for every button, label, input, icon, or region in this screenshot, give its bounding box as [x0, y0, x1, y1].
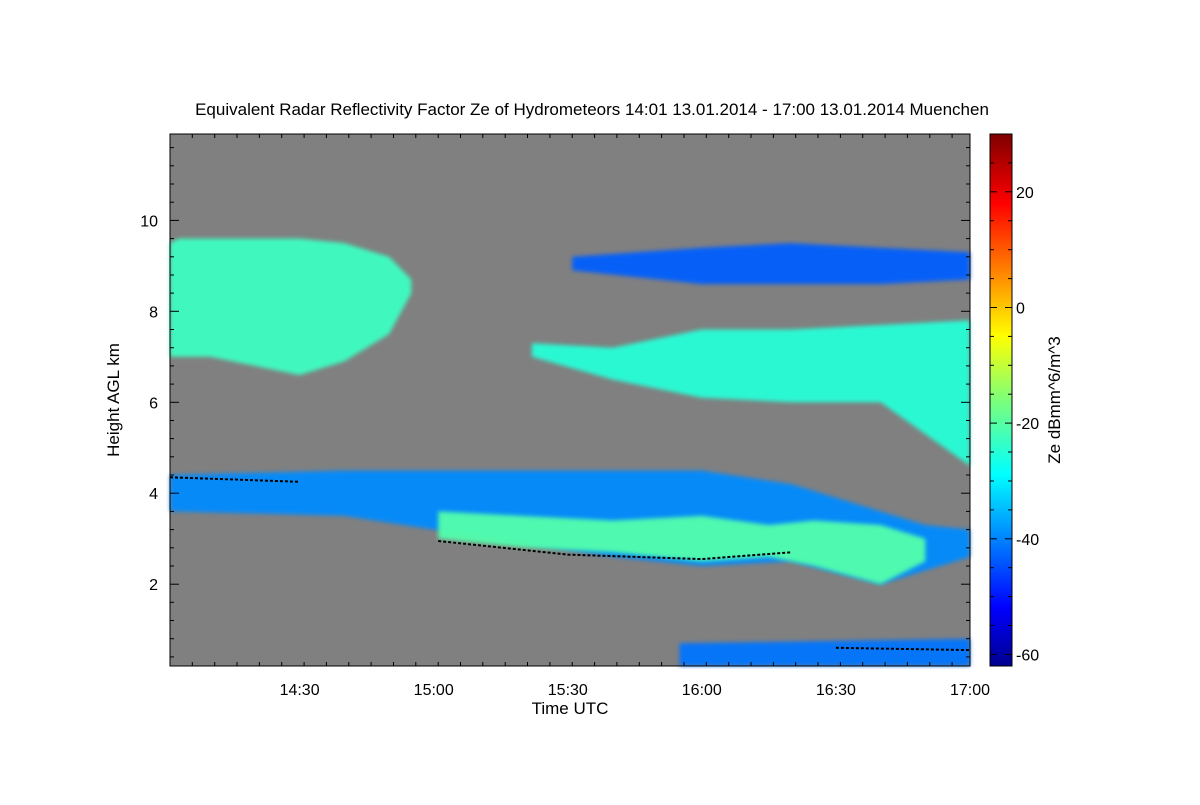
y-axis: 2 4 6 8 10 [140, 147, 970, 658]
echo-layers [170, 238, 970, 666]
x-tick-label: 17:00 [950, 682, 990, 699]
colorbar-tick-label: -60 [1016, 647, 1039, 664]
melting-layer-segment [835, 646, 971, 652]
x-tick-label: 16:00 [682, 682, 722, 699]
colorbar [989, 133, 1013, 667]
colorbar-tick-label: -40 [1016, 532, 1039, 549]
echo-layer-mid-layer-core [438, 511, 926, 585]
colorbar-axis: 20 0 -20 -40 -60 [990, 133, 1039, 664]
melting-layer-trace [169, 476, 971, 652]
melting-layer-segment [169, 476, 300, 483]
echo-layer-high-thin-layer [572, 243, 970, 285]
echo-layer-surface-precipitation [679, 638, 970, 666]
colorbar-tick-label: 0 [1016, 301, 1025, 318]
colorbar-label: Ze dBmm^6/m^3 [1045, 336, 1064, 463]
x-tick-label: 16:30 [816, 682, 856, 699]
x-axis: 14:30 15:00 15:30 16:00 16:30 17:00 [169, 134, 990, 699]
x-tick-label: 15:00 [414, 682, 454, 699]
y-tick-label: 10 [140, 213, 158, 230]
x-axis-label: Time UTC [532, 699, 609, 718]
echo-layer-upper-cirrus-west [170, 238, 412, 375]
x-tick-label: 14:30 [280, 682, 320, 699]
colorbar-tick-label: -20 [1016, 416, 1039, 433]
echo-layer-upper-cirrus-east [532, 320, 970, 466]
y-tick-label: 4 [149, 486, 158, 503]
y-axis-label: Height AGL km [104, 343, 123, 457]
x-tick-label: 15:30 [548, 682, 588, 699]
melting-layer-segment [438, 540, 792, 561]
colorbar-tick-label: 20 [1016, 185, 1034, 202]
y-tick-label: 2 [149, 577, 158, 594]
chart-title: Equivalent Radar Reflectivity Factor Ze … [195, 100, 989, 119]
plot-frame [169, 133, 971, 667]
y-tick-label: 6 [149, 395, 158, 412]
y-tick-label: 8 [149, 304, 158, 321]
